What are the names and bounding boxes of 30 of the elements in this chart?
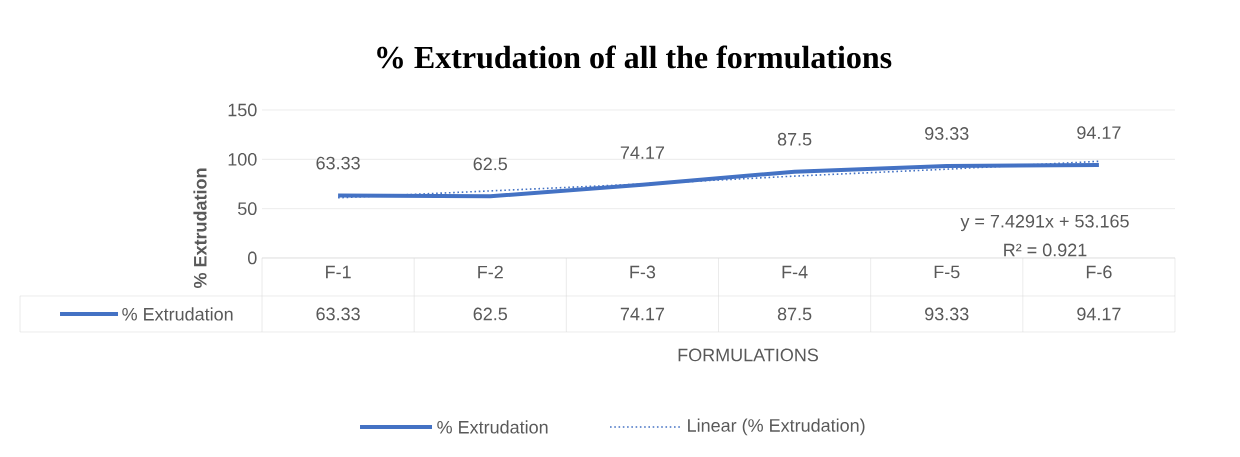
text: 63.33: [316, 156, 360, 170]
y-tick-label: 50: [237, 202, 257, 216]
x-tick-label: F-5: [934, 265, 960, 279]
chart-title: % Extrudation of all the formulations: [377, 45, 892, 69]
legend-label: Linear (% Extrudation): [688, 418, 865, 436]
data-label: 63.33: [316, 307, 360, 321]
text: 74.17: [620, 146, 665, 159]
text: % Extrudation: [437, 420, 548, 434]
x-tick-label: F-6: [1086, 265, 1112, 279]
data-label: 94.17: [1077, 307, 1121, 321]
data-label: 87.5: [777, 307, 812, 321]
annotation: R² = 0.921: [1004, 243, 1087, 257]
x-tick-label: F-4: [782, 265, 808, 279]
y-tick-label: 150: [228, 103, 257, 117]
legend-label: % Extrudation: [122, 307, 233, 321]
data-label: 74.17: [620, 307, 665, 321]
x-tick-label: F-2: [478, 265, 503, 279]
data-label: 93.33: [925, 307, 969, 321]
x-tick-label: F-3: [630, 265, 656, 279]
text: 93.33: [925, 127, 969, 140]
y-axis-title: % Extrudation: [193, 168, 207, 289]
annotation: y = 7.4291x + 53.165: [960, 214, 1129, 232]
x-axis-title: FORMULATIONS: [678, 348, 819, 362]
text: 62.5: [473, 157, 508, 171]
y-tick-label: 0: [248, 251, 257, 265]
data-label: 62.5: [473, 307, 508, 321]
text: 87.5: [777, 132, 812, 146]
y-tick-label: 100: [228, 152, 257, 166]
x-tick-label: F-1: [326, 265, 351, 279]
text: 94.17: [1077, 126, 1121, 140]
